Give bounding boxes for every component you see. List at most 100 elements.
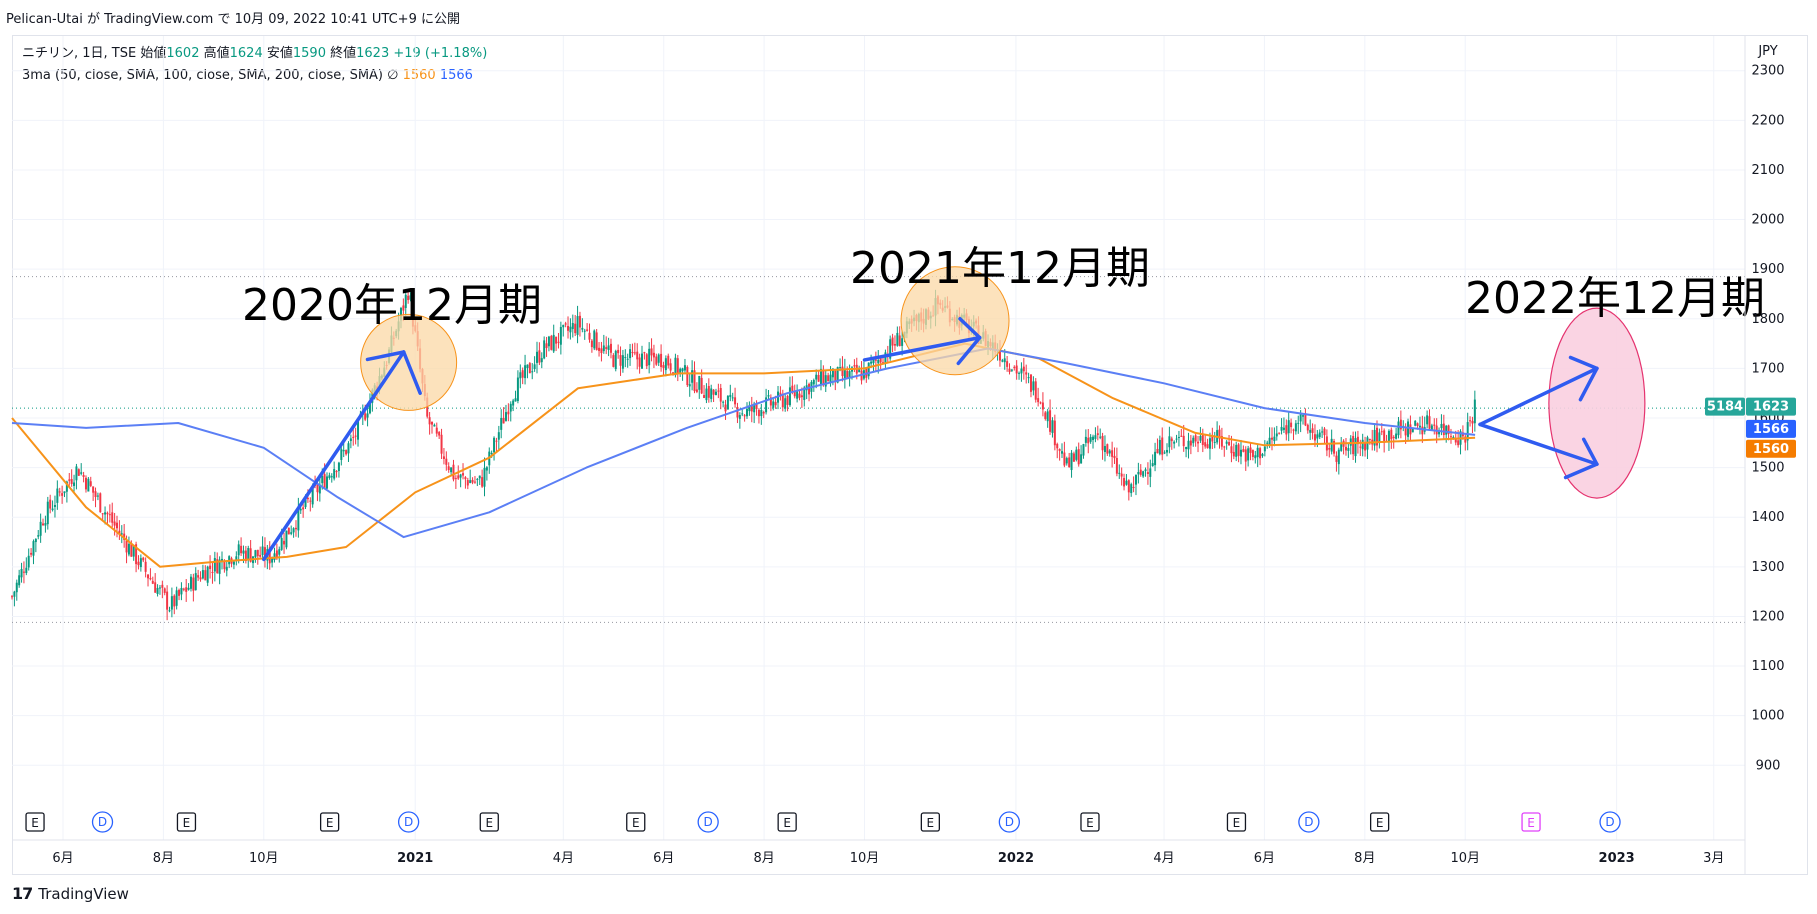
candle-body: [1273, 436, 1276, 442]
candle-body: [1106, 444, 1109, 454]
candle-body: [175, 590, 178, 606]
candle-body: [846, 370, 849, 378]
candle-body: [815, 374, 818, 380]
candle-body: [349, 438, 352, 442]
candle-body: [106, 512, 109, 515]
earnings-marker[interactable]: [176, 812, 197, 832]
earnings-marker[interactable]: [1521, 812, 1541, 832]
candle-body: [1189, 440, 1192, 446]
candle-body: [736, 406, 739, 418]
candle-body: [722, 401, 725, 403]
candle-body: [676, 358, 679, 375]
x-tick-label: 6月: [1254, 851, 1275, 866]
candle-body: [142, 557, 145, 561]
candle-body: [1168, 436, 1171, 448]
candle-body: [683, 365, 686, 371]
candle-body: [1132, 486, 1135, 488]
candle-body: [94, 491, 97, 498]
candle-body: [1077, 449, 1080, 465]
candle-body: [1177, 437, 1180, 439]
candle-body: [1065, 458, 1068, 464]
candle-body: [1130, 484, 1133, 494]
dividend-marker[interactable]: [91, 811, 114, 833]
candle-body: [237, 544, 240, 556]
candle-body: [557, 341, 560, 343]
candle-body: [817, 374, 820, 382]
candle-body: [1457, 440, 1460, 446]
earnings-marker-label: E: [485, 816, 493, 830]
forecast-arrow-up-head: [1568, 355, 1599, 371]
candle-body: [1333, 440, 1336, 454]
dividend-marker[interactable]: [397, 811, 420, 833]
candle-body: [116, 522, 119, 529]
earnings-marker[interactable]: [319, 812, 340, 832]
candle-body: [839, 367, 842, 369]
candle-body: [1053, 420, 1056, 446]
candle-body: [700, 377, 703, 394]
earnings-marker[interactable]: [920, 812, 940, 832]
ma-orange-line: [11, 342, 1476, 568]
forecast-arrow-down-head: [1581, 437, 1599, 466]
candle-body: [485, 467, 488, 471]
candle-body: [609, 343, 612, 353]
earnings-marker[interactable]: [1369, 812, 1390, 832]
candle-body: [283, 540, 286, 545]
candle-body: [519, 372, 522, 379]
earnings-marker[interactable]: [25, 812, 45, 832]
candle-body: [1299, 414, 1302, 422]
candle-body: [108, 514, 111, 516]
candle-body: [497, 432, 500, 440]
dividend-marker[interactable]: [697, 811, 719, 833]
earnings-marker[interactable]: [1226, 812, 1247, 832]
candle-body: [1356, 436, 1359, 445]
candle-body: [147, 574, 150, 579]
candle-body: [686, 366, 689, 386]
candle-body: [1442, 423, 1445, 436]
x-tick-label: 2022: [998, 851, 1034, 866]
candle-body: [158, 587, 161, 589]
candle-body: [605, 347, 608, 349]
candle-body: [743, 415, 746, 417]
dividend-marker-label: D: [1005, 815, 1014, 829]
candle-body: [201, 570, 204, 579]
earnings-marker[interactable]: [1080, 812, 1100, 832]
candle-body: [1063, 452, 1066, 466]
dividend-marker[interactable]: [998, 811, 1020, 833]
earnings-marker-label: E: [1233, 816, 1241, 830]
last-price-badge-bg: [1746, 397, 1796, 416]
candle-body: [1230, 446, 1233, 454]
candle-body: [803, 387, 806, 400]
candle-body: [75, 466, 78, 481]
candle-body: [509, 403, 512, 412]
x-tick-label: 6月: [653, 851, 674, 866]
candle-body: [149, 578, 152, 580]
x-tick-label: 10月: [249, 851, 279, 866]
earnings-marker[interactable]: [777, 812, 797, 832]
candle-body: [435, 427, 438, 434]
candle-body: [636, 351, 639, 360]
candle-body: [1237, 444, 1240, 456]
candle-body: [466, 480, 469, 486]
candle-body: [206, 566, 209, 583]
tradingview-logo[interactable]: 17 TradingView: [12, 884, 129, 903]
candle-body: [1294, 423, 1297, 432]
candle-body: [1156, 448, 1159, 454]
candle-body: [788, 387, 791, 406]
earnings-marker[interactable]: [479, 812, 499, 832]
candle-body: [285, 530, 288, 548]
candle-body: [366, 413, 369, 418]
y-tick-label: 1100: [1751, 659, 1784, 674]
earnings-marker[interactable]: [626, 812, 646, 832]
candle-body: [1271, 437, 1274, 440]
candle-body: [1211, 436, 1214, 442]
dividend-marker[interactable]: [1298, 811, 1320, 833]
candle-body: [559, 326, 562, 345]
candle-body: [335, 471, 338, 473]
candle-body: [440, 434, 443, 454]
candle-body: [1247, 448, 1250, 461]
dividend-marker[interactable]: [1599, 811, 1621, 833]
candle-body: [1290, 422, 1293, 428]
candle-body: [399, 307, 402, 321]
candle-body: [340, 449, 343, 460]
